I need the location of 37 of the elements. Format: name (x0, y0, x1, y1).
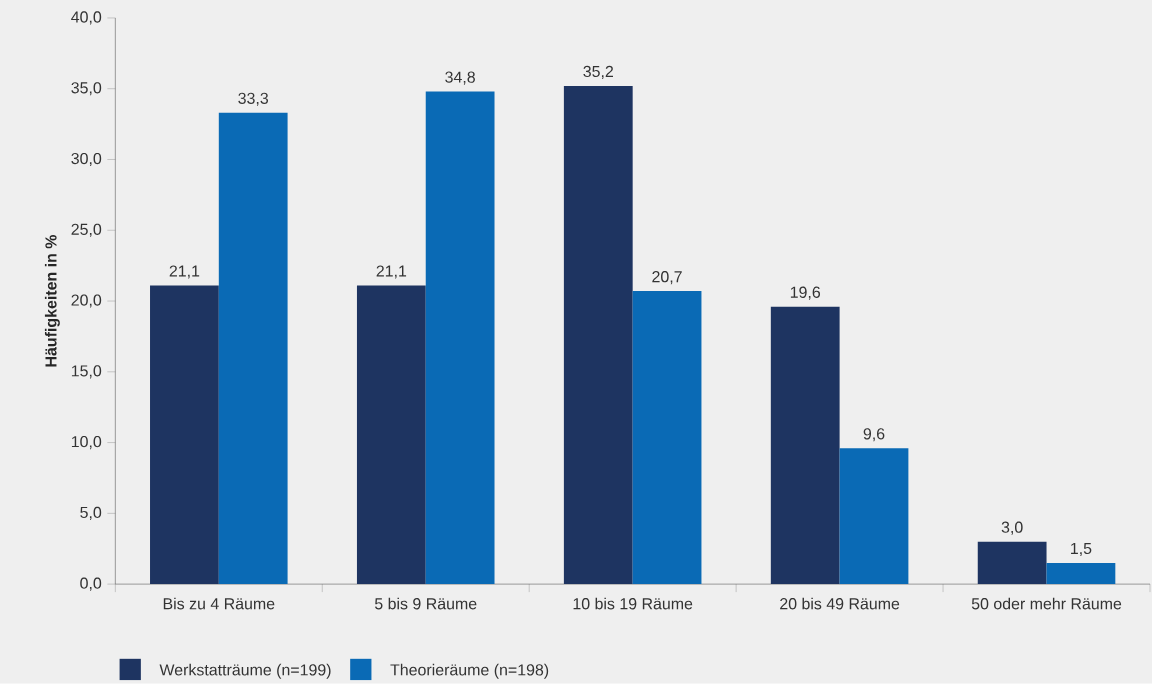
bar (563, 85, 633, 585)
bar (770, 306, 840, 585)
bar (150, 285, 219, 585)
data-label: 21,1 (376, 265, 407, 279)
legend-label: Werkstatträume (n=199) (159, 663, 331, 679)
y-tick-label: 30,0 (71, 153, 102, 167)
x-tick-label: 50 oder mehr Räume (971, 597, 1122, 610)
y-tick-label: 0,0 (80, 577, 102, 591)
data-label: 1,5 (1071, 543, 1092, 557)
x-tick-label: 10 bis 19 Räume (573, 597, 693, 610)
bar (356, 285, 426, 585)
bar (632, 291, 702, 585)
data-label: 33,3 (238, 92, 269, 106)
data-label: 20,7 (652, 271, 682, 285)
x-tick-label: 5 bis 9 Räume (374, 597, 477, 610)
bar (977, 541, 1047, 585)
y-tick-label: 25,0 (71, 223, 102, 237)
bar (1046, 562, 1116, 585)
data-label: 34,8 (445, 71, 475, 85)
x-tick-label: Bis zu 4 Räume (163, 597, 275, 610)
legend-label: Theorieräume (n=198) (390, 663, 549, 679)
data-label: 3,0 (1001, 521, 1023, 535)
y-tick-label: 40,0 (71, 11, 102, 25)
data-label: 35,2 (583, 65, 613, 80)
y-tick-label: 15,0 (71, 365, 102, 379)
y-tick-label: 35,0 (71, 82, 102, 96)
y-axis-title: Häufigkeiten in % (44, 235, 60, 367)
data-label: 21,1 (169, 265, 200, 279)
bar (218, 112, 288, 585)
x-tick-label: 20 bis 49 Räume (780, 597, 900, 610)
y-tick-label: 10,0 (71, 436, 102, 450)
bar (425, 91, 495, 585)
bar (839, 448, 909, 585)
data-label: 9,6 (863, 428, 885, 442)
y-tick-label: 5,0 (80, 506, 102, 521)
y-tick-label: 20,0 (71, 294, 102, 308)
data-label: 19,6 (790, 286, 821, 300)
